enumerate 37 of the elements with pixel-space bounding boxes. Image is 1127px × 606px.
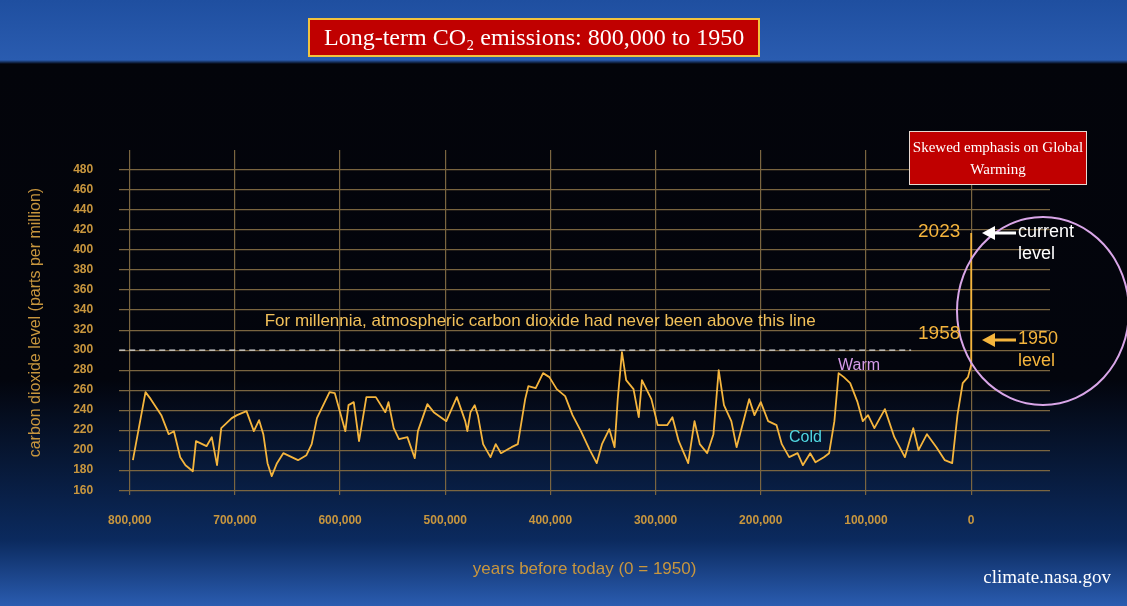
y-tick-label: 380 — [73, 262, 94, 277]
y-tick-label: 460 — [73, 182, 94, 197]
x-axis-title: years before today (0 = 1950) — [472, 559, 697, 579]
y-tick-label: 220 — [73, 422, 94, 437]
annotation: Cold — [789, 428, 822, 446]
annotation: Skewed emphasis on Global Warming — [909, 131, 1087, 185]
y-tick-label: 360 — [73, 282, 94, 297]
y-tick-label: 260 — [73, 382, 94, 397]
y-tick-label: 180 — [73, 462, 94, 477]
y-tick-label: 400 — [73, 242, 94, 257]
y-tick-label: 420 — [73, 222, 94, 237]
x-tick-label: 400,000 — [528, 512, 573, 527]
annotation: Warm — [838, 356, 881, 374]
x-tick-label: 100,000 — [844, 512, 888, 527]
x-tick-label: 700,000 — [213, 512, 257, 527]
annotation: current level — [1018, 220, 1076, 264]
x-tick-label: 600,000 — [318, 512, 363, 527]
y-tick-label: 300 — [73, 342, 94, 357]
x-tick-label: 500,000 — [423, 512, 468, 527]
x-tick-label: 300,000 — [633, 512, 678, 527]
y-tick-label: 160 — [73, 482, 94, 497]
x-tick-label: 800,000 — [108, 512, 152, 527]
chart-title: Long-term CO₂ emissions: 800,000 to 1950 — [308, 18, 761, 57]
y-tick-label: 280 — [73, 362, 94, 377]
y-axis-title: carbon dioxide level (parts per million) — [26, 187, 44, 458]
y-tick-label: 240 — [73, 402, 94, 417]
y-tick-label: 320 — [73, 322, 94, 337]
annotation: 1950 level — [1018, 327, 1060, 371]
y-tick-label: 480 — [73, 162, 94, 177]
y-tick-label: 200 — [73, 442, 94, 457]
annotation: 2023 — [918, 220, 961, 242]
y-tick-label: 440 — [73, 202, 94, 217]
ref-line-label: For millennia, atmospheric carbon dioxide had never been above this line — [264, 311, 816, 331]
x-tick-label: 200,000 — [739, 512, 783, 527]
text: climate.nasa.gov — [983, 566, 1111, 588]
x-tick-label: 0 — [967, 512, 975, 527]
y-tick-label: 340 — [73, 302, 94, 317]
